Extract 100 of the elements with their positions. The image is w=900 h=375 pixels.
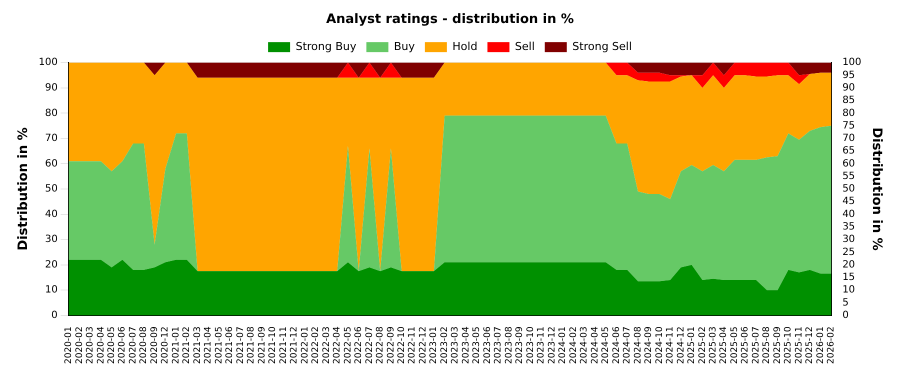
x-tick-label: 2022-12 xyxy=(418,326,428,364)
y2-tick-label: 5 xyxy=(842,297,849,308)
x-tick-label: 2025-02 xyxy=(698,326,708,364)
y2-tick-label: 25 xyxy=(842,246,856,258)
x-tick-label: 2020-12 xyxy=(160,326,171,364)
x-tick-label: 2023-04 xyxy=(461,326,472,364)
x-tick-label: 2021-03 xyxy=(192,326,203,364)
y2-tick-label: 75 xyxy=(842,120,856,132)
x-tick-label: 2022-01 xyxy=(300,326,310,364)
x-tick-label: 2023-01 xyxy=(429,326,440,364)
x-tick-label: 2024-05 xyxy=(601,326,612,364)
chart-title: Analyst ratings - distribution in % xyxy=(326,12,574,28)
y-tick-label: 60 xyxy=(44,158,58,170)
x-tick-label: 2020-01 xyxy=(64,326,74,364)
x-tick-label: 2026-01 xyxy=(816,326,826,364)
y-tick-label: 80 xyxy=(44,108,58,119)
x-tick-label: 2021-12 xyxy=(290,326,300,364)
x-tick-label: 2023-03 xyxy=(450,326,461,364)
x-tick-label: 2025-04 xyxy=(719,326,730,364)
x-tick-label: 2022-05 xyxy=(343,326,354,364)
x-tick-label: 2023-12 xyxy=(547,326,558,364)
y-tick-label: 70 xyxy=(44,133,58,144)
legend-label: Strong Buy xyxy=(296,40,357,53)
x-tick-label: 2021-10 xyxy=(268,326,278,364)
x-tick-label: 2024-10 xyxy=(654,326,665,364)
x-tick-label: 2020-05 xyxy=(106,326,117,364)
x-tick-label: 2020-03 xyxy=(86,326,96,364)
x-tick-label: 2025-05 xyxy=(730,326,740,364)
x-tick-label: 2022-07 xyxy=(364,326,375,364)
y2-axis-title: Distribution in % xyxy=(868,127,884,251)
x-tick-label: 2024-09 xyxy=(644,326,654,364)
x-tick-label: 2021-11 xyxy=(278,326,289,364)
y2-tick-label: 55 xyxy=(842,170,856,182)
x-tick-label: 2020-09 xyxy=(150,326,160,364)
x-tick-label: 2021-04 xyxy=(204,326,214,364)
y2-tick-label: 45 xyxy=(842,196,856,208)
x-tick-label: 2025-07 xyxy=(751,326,762,364)
x-tick-label: 2025-11 xyxy=(794,326,804,364)
x-tick-label: 2023-07 xyxy=(494,326,504,364)
x-tick-label: 2024-08 xyxy=(633,326,644,364)
y-tick-label: 10 xyxy=(44,284,58,296)
y2-tick-label: 65 xyxy=(842,146,856,157)
x-tick-label: 2025-08 xyxy=(762,326,772,364)
x-tick-label: 2020-04 xyxy=(96,326,106,364)
y2-tick-label: 20 xyxy=(842,259,856,270)
x-tick-label: 2023-05 xyxy=(472,326,482,364)
x-tick-label: 2022-08 xyxy=(376,326,386,364)
y2-tick-label: 100 xyxy=(842,57,862,68)
y-tick-label: 100 xyxy=(38,57,58,68)
x-tick-label: 2020-07 xyxy=(128,326,138,364)
y2-tick-label: 15 xyxy=(842,272,856,284)
y2-tick-label: 85 xyxy=(842,95,856,106)
y2-tick-label: 80 xyxy=(842,108,856,119)
x-tick-label: 2021-09 xyxy=(257,326,268,364)
y2-tick-label: 40 xyxy=(842,208,856,220)
x-tick-label: 2022-06 xyxy=(354,326,364,364)
x-tick-label: 2024-06 xyxy=(612,326,622,364)
x-tick-label: 2021-06 xyxy=(225,326,236,364)
x-tick-label: 2022-02 xyxy=(311,326,322,364)
y2-tick-label: 50 xyxy=(842,184,856,195)
x-tick-label: 2022-04 xyxy=(332,326,343,364)
x-tick-label: 2025-10 xyxy=(784,326,794,364)
x-tick-label: 2024-04 xyxy=(590,326,600,364)
x-tick-label: 2021-01 xyxy=(171,326,182,364)
x-tick-label: 2024-11 xyxy=(666,326,676,364)
x-tick-label: 2020-06 xyxy=(118,326,128,364)
y-tick-label: 20 xyxy=(44,259,58,270)
x-tick-label: 2023-08 xyxy=(504,326,514,364)
x-tick-label: 2021-05 xyxy=(214,326,224,364)
y2-tick-label: 95 xyxy=(842,70,856,81)
y2-tick-label: 60 xyxy=(842,158,856,170)
y-tick-label: 90 xyxy=(44,82,58,94)
x-tick-label: 2020-08 xyxy=(139,326,150,364)
x-tick-label: 2020-02 xyxy=(74,326,85,364)
y2-tick-label: 0 xyxy=(842,310,849,321)
x-tick-label: 2024-03 xyxy=(580,326,590,364)
x-tick-label: 2023-11 xyxy=(536,326,547,364)
x-tick-label: 2021-07 xyxy=(236,326,246,364)
x-tick-label: 2025-09 xyxy=(772,326,783,364)
y2-tick-label: 70 xyxy=(842,133,856,144)
y-tick-label: 40 xyxy=(44,208,58,220)
x-tick-label: 2021-02 xyxy=(182,326,192,364)
legend-label: Hold xyxy=(452,40,478,53)
x-tick-label: 2022-03 xyxy=(322,326,332,364)
x-tick-label: 2024-07 xyxy=(622,326,633,364)
y2-tick-label: 10 xyxy=(842,284,856,296)
y2-tick-label: 30 xyxy=(842,234,856,246)
x-tick-label: 2025-12 xyxy=(805,326,816,364)
x-tick-label: 2025-03 xyxy=(708,326,719,364)
x-tick-label: 2025-06 xyxy=(740,326,751,364)
x-tick-label: 2021-08 xyxy=(246,326,257,364)
y-tick-label: 30 xyxy=(44,234,58,246)
x-tick-label: 2024-12 xyxy=(676,326,686,364)
x-tick-label: 2026-02 xyxy=(826,326,837,364)
x-tick-label: 2023-09 xyxy=(515,326,526,364)
legend-label: Buy xyxy=(394,40,416,53)
legend-label: Sell xyxy=(514,40,535,53)
y-axis-title: Distribution in % xyxy=(16,127,32,251)
x-tick-label: 2024-01 xyxy=(558,326,568,364)
x-tick-label: 2023-06 xyxy=(482,326,493,364)
